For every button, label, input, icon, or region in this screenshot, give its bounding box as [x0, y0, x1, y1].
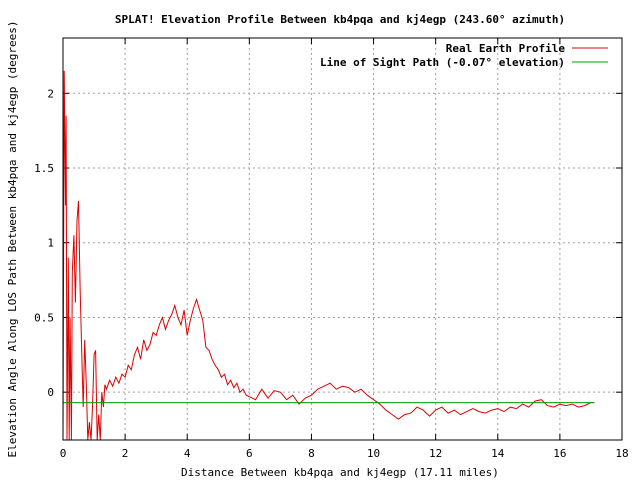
- grid-lines: [63, 38, 622, 440]
- x-tick-label: 6: [246, 447, 253, 460]
- x-tick-labels: 0 2 4 6 8 10 12 14 16 18: [60, 447, 629, 460]
- y-tick-label: 0: [47, 386, 54, 399]
- y-tick-label: 0.5: [34, 311, 54, 324]
- series-lines: [62, 70, 595, 441]
- x-tick-label: 4: [184, 447, 191, 460]
- legend-label-line-of-sight: Line of Sight Path (-0.07° elevation): [320, 56, 565, 69]
- plot-area-border: [62, 37, 623, 441]
- x-tick-label: 16: [553, 447, 566, 460]
- y-tick-label: 1.5: [34, 162, 54, 175]
- y-tick-label: 2: [47, 87, 54, 100]
- legend: Real Earth Profile Line of Sight Path (-…: [320, 42, 608, 69]
- x-tick-label: 14: [491, 447, 505, 460]
- x-tick-label: 0: [60, 447, 67, 460]
- chart-title: SPLAT! Elevation Profile Between kb4pqa …: [115, 13, 565, 26]
- y-tick-labels: 0 0.5 1 1.5 2: [34, 87, 54, 399]
- axis-ticks: [62, 38, 623, 440]
- real-earth-profile-line: [62, 70, 595, 441]
- legend-label-real-earth-profile: Real Earth Profile: [446, 42, 566, 55]
- x-tick-label: 12: [429, 447, 442, 460]
- x-tick-label: 10: [367, 447, 380, 460]
- x-axis-label: Distance Between kb4pqa and kj4egp (17.1…: [181, 466, 499, 479]
- x-tick-label: 8: [308, 447, 315, 460]
- x-tick-label: 2: [122, 447, 129, 460]
- y-axis-label: Elevation Angle Along LOS Path Between k…: [6, 20, 19, 457]
- x-tick-label: 18: [615, 447, 628, 460]
- y-tick-label: 1: [47, 237, 54, 250]
